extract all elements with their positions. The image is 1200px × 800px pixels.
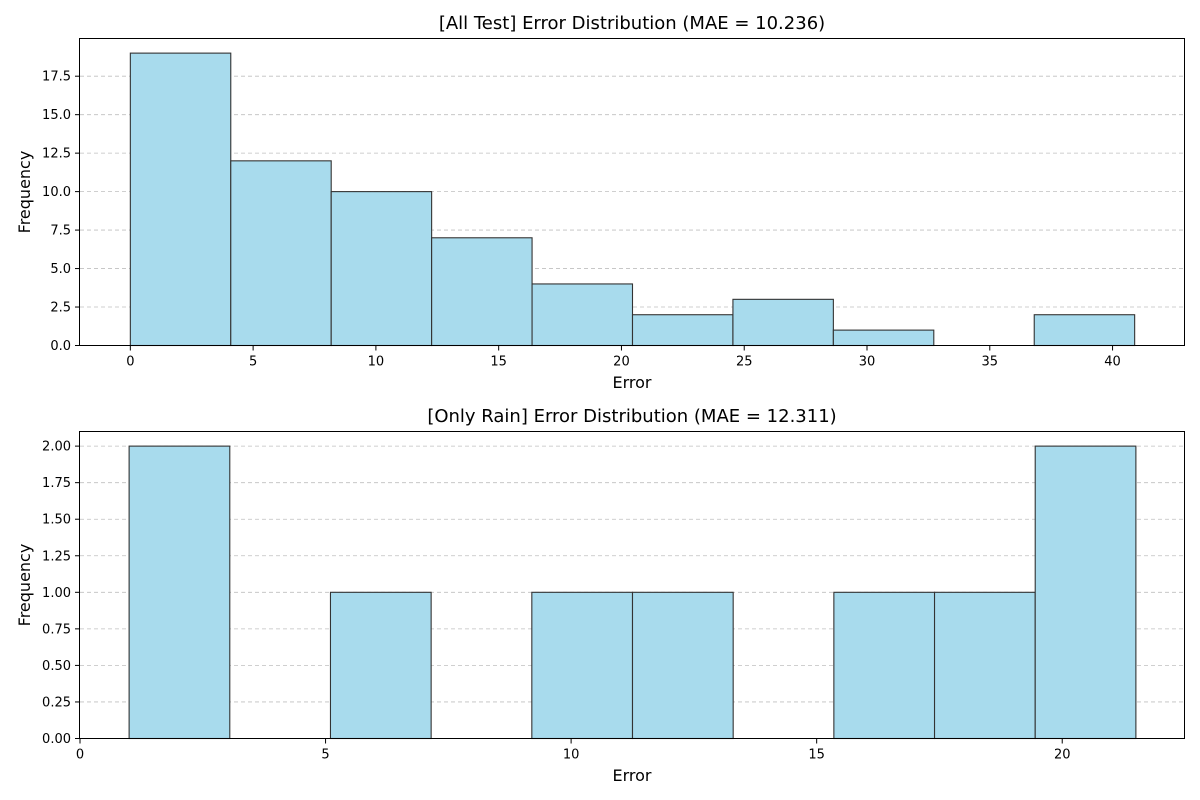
- x-tick-label: 35: [982, 355, 999, 370]
- y-axis-ticks: 0.0 2.5 5.0 7.5 10.0 12.5 15.0 17.5: [42, 70, 80, 354]
- histogram-all-test: [All Test] Error Distribution (MAE = 10.…: [15, 13, 1185, 392]
- histogram-bar: [832, 329, 935, 347]
- histogram-bar: [631, 314, 734, 347]
- x-tick-label: 25: [736, 355, 753, 370]
- histogram-bar: [631, 591, 734, 740]
- y-tick-label: 0.50: [42, 659, 71, 674]
- chart-title: [All Test] Error Distribution (MAE = 10.…: [439, 13, 825, 34]
- histogram-bar: [1034, 445, 1137, 740]
- x-tick-label: 10: [563, 748, 580, 763]
- x-axis-label: Error: [613, 373, 652, 392]
- histogram-bar: [330, 191, 433, 347]
- y-tick-label: 0.0: [50, 339, 71, 354]
- y-tick-label: 15.0: [42, 108, 71, 123]
- x-tick-label: 30: [859, 355, 876, 370]
- x-axis-label: Error: [613, 766, 652, 785]
- histogram-bar: [1033, 314, 1136, 347]
- y-axis-label: Frequency: [15, 151, 34, 234]
- x-tick-label: 40: [1104, 355, 1121, 370]
- plot-frame: [79, 431, 1185, 739]
- y-axis-label: Frequency: [15, 544, 34, 627]
- histogram-bar: [128, 445, 231, 740]
- histogram-bar: [531, 283, 634, 347]
- x-tick-label: 15: [490, 355, 507, 370]
- x-axis-ticks: 0 5 10 15 20 25 30 35 40: [126, 345, 1121, 370]
- x-tick-label: 15: [808, 748, 825, 763]
- y-tick-label: 7.5: [50, 224, 71, 239]
- y-tick-label: 1.00: [42, 586, 71, 601]
- histogram-bar: [833, 591, 936, 740]
- y-tick-label: 0.25: [42, 695, 71, 710]
- histogram-bar: [329, 591, 432, 740]
- x-tick-label: 20: [1054, 748, 1071, 763]
- x-tick-label: 0: [126, 355, 134, 370]
- y-tick-label: 17.5: [42, 70, 71, 85]
- y-axis-ticks: 0.00 0.25 0.50 0.75 1.00 1.25 1.50 1.75 2.00: [42, 440, 80, 747]
- y-tick-label: 1.50: [42, 513, 71, 528]
- y-tick-label: 0.75: [42, 622, 71, 637]
- histogram-bar: [129, 52, 232, 347]
- y-tick-label: 1.75: [42, 476, 71, 491]
- y-tick-label: 2.5: [50, 301, 71, 316]
- x-tick-label: 5: [249, 355, 257, 370]
- x-tick-label: 0: [76, 748, 84, 763]
- y-tick-label: 0.00: [42, 732, 71, 747]
- histogram-only-rain: [Only Rain] Error Distribution (MAE = 12…: [15, 406, 1185, 785]
- y-tick-label: 10.0: [42, 185, 71, 200]
- y-tick-label: 1.25: [42, 549, 71, 564]
- chart-title: [Only Rain] Error Distribution (MAE = 12…: [427, 406, 836, 427]
- y-tick-label: 5.0: [50, 262, 71, 277]
- y-tick-label: 12.5: [42, 147, 71, 162]
- x-tick-label: 10: [368, 355, 385, 370]
- bars: [128, 445, 1137, 740]
- histogram-bar: [531, 591, 634, 740]
- bars: [129, 52, 1136, 347]
- x-tick-label: 5: [321, 748, 329, 763]
- histogram-bar: [431, 237, 533, 347]
- y-tick-label: 2.00: [42, 440, 71, 455]
- histogram-bar: [732, 298, 834, 347]
- x-tick-label: 20: [613, 355, 630, 370]
- x-axis-ticks: 0 5 10 15 20: [76, 738, 1071, 763]
- histogram-bar: [230, 160, 332, 347]
- histogram-bar: [933, 591, 1036, 740]
